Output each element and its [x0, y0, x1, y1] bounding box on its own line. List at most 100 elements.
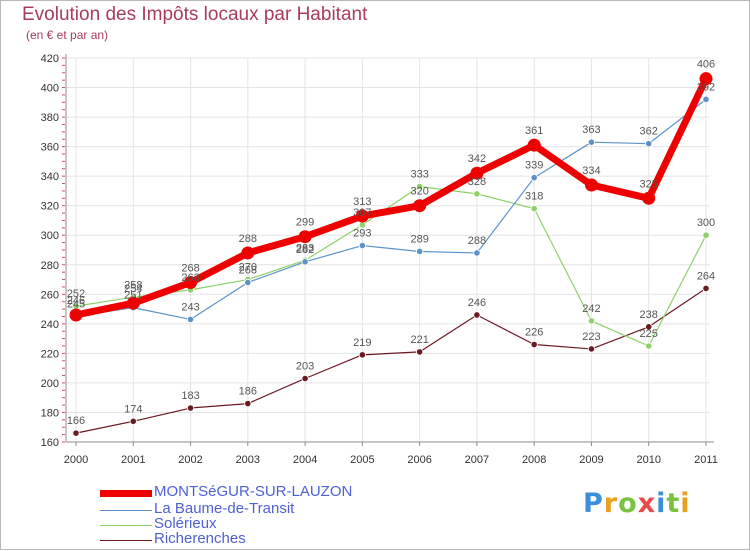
data-point-richerenches — [301, 374, 309, 383]
logo-letter: i — [680, 488, 691, 519]
x-tick-label: 2010 — [636, 454, 660, 466]
y-tick-label: 160 — [41, 437, 59, 449]
data-point-monts-gur-sur-lauzon — [184, 275, 198, 289]
data-label-la-baume-de-transit: 363 — [582, 124, 600, 136]
y-tick-label: 280 — [41, 260, 59, 272]
data-point-la-baume-de-transit — [416, 247, 424, 256]
data-point-richerenches — [72, 429, 80, 437]
data-point-monts-gur-sur-lauzon — [584, 178, 598, 192]
legend-swatch-la-baume — [100, 510, 152, 511]
data-label-monts-gur-sur-lauzon: 361 — [525, 125, 543, 137]
data-label-monts-gur-sur-lauzon: 406 — [697, 59, 715, 71]
data-label-sol-rieux: 252 — [67, 288, 85, 300]
data-point-sol-rieux — [645, 342, 653, 350]
data-label-monts-gur-sur-lauzon: 320 — [410, 186, 428, 198]
data-label-monts-gur-sur-lauzon: 334 — [582, 165, 600, 177]
data-label-la-baume-de-transit: 245 — [67, 298, 85, 310]
data-label-sol-rieux: 263 — [181, 272, 199, 284]
data-point-la-baume-de-transit — [645, 140, 653, 148]
legend-label-richerenches: Richerenches — [154, 530, 246, 547]
x-tick-label: 2006 — [407, 454, 431, 466]
y-tick-label: 300 — [41, 230, 59, 242]
data-label-la-baume-de-transit: 251 — [124, 290, 142, 302]
data-label-richerenches: 238 — [640, 309, 658, 321]
x-tick-label: 2005 — [350, 454, 374, 466]
legend-swatch-solerieux — [100, 525, 152, 526]
chart-subtitle: (en € et par an) — [26, 28, 109, 42]
data-point-sol-rieux — [702, 231, 710, 239]
data-point-monts-gur-sur-lauzon — [413, 199, 427, 213]
data-label-richerenches: 219 — [353, 337, 371, 349]
data-label-monts-gur-sur-lauzon: 299 — [296, 217, 314, 229]
proxiti-logo: Proxiti — [583, 488, 691, 519]
data-point-richerenches — [587, 345, 596, 353]
data-point-richerenches — [530, 340, 538, 349]
legend-label-solerieux: Solérieux — [154, 515, 217, 532]
data-point-richerenches — [702, 284, 710, 292]
data-label-la-baume-de-transit: 392 — [697, 81, 715, 93]
series-line-sol-rieux — [75, 185, 707, 347]
legend-swatch-richerenches — [100, 540, 152, 541]
y-tick-label: 380 — [41, 112, 59, 124]
data-point-sol-rieux — [416, 182, 424, 191]
data-point-monts-gur-sur-lauzon — [298, 230, 312, 244]
data-point-richerenches — [358, 351, 366, 359]
data-label-la-baume-de-transit: 293 — [353, 228, 371, 240]
logo-letter: r — [603, 488, 619, 519]
data-point-sol-rieux — [587, 317, 596, 325]
y-tick-label: 220 — [41, 348, 59, 360]
y-tick-label: 360 — [41, 142, 59, 154]
data-label-la-baume-de-transit: 288 — [468, 235, 486, 247]
series-line-la-baume-de-transit — [75, 98, 707, 321]
logo-letter: o — [618, 488, 638, 519]
data-label-sol-rieux: 300 — [697, 217, 715, 229]
data-label-monts-gur-sur-lauzon: 268 — [181, 262, 199, 274]
data-point-la-baume-de-transit — [473, 249, 481, 257]
data-point-richerenches — [244, 399, 252, 408]
data-point-monts-gur-sur-lauzon — [355, 209, 369, 223]
data-point-la-baume-de-transit — [186, 315, 195, 324]
data-label-richerenches: 264 — [697, 270, 715, 282]
y-tick-label: 240 — [41, 319, 59, 331]
data-label-richerenches: 203 — [296, 360, 314, 372]
logo-letter: x — [637, 488, 657, 519]
legend-swatch-montsegur — [100, 490, 152, 497]
data-point-richerenches — [473, 311, 481, 319]
logo-letter: i — [656, 488, 667, 519]
x-tick-label: 2011 — [694, 454, 718, 466]
data-label-richerenches: 226 — [525, 327, 543, 339]
data-point-monts-gur-sur-lauzon — [241, 246, 255, 260]
x-tick-label: 2009 — [579, 454, 603, 466]
data-point-sol-rieux — [530, 205, 538, 213]
data-point-richerenches — [645, 323, 653, 331]
data-label-la-baume-de-transit: 243 — [181, 301, 199, 313]
data-point-la-baume-de-transit — [587, 138, 596, 146]
chart-title: Evolution des Impôts locaux par Habitant — [22, 4, 368, 25]
series-line-monts-gur-sur-lauzon — [72, 75, 710, 319]
data-label-monts-gur-sur-lauzon: 313 — [353, 196, 371, 208]
x-tick-label: 2003 — [236, 454, 260, 466]
data-label-la-baume-de-transit: 339 — [525, 160, 543, 172]
data-point-monts-gur-sur-lauzon — [126, 296, 140, 310]
data-point-richerenches — [129, 417, 137, 425]
y-tick-label: 400 — [41, 83, 59, 95]
data-point-la-baume-de-transit — [530, 174, 538, 182]
data-point-monts-gur-sur-lauzon — [470, 166, 484, 180]
data-point-la-baume-de-transit — [301, 258, 309, 266]
legend-label-la-baume: La Baume-de-Transit — [154, 500, 295, 517]
data-label-la-baume-de-transit: 362 — [640, 126, 658, 138]
legend-label-montsegur: MONTSéGUR-SUR-LAUZON — [154, 483, 353, 500]
logo-letter: P — [583, 488, 604, 519]
data-label-richerenches: 174 — [124, 403, 142, 415]
data-label-richerenches: 223 — [582, 331, 600, 343]
data-label-la-baume-de-transit: 268 — [239, 264, 257, 276]
x-tick-label: 2001 — [121, 454, 145, 466]
y-tick-label: 200 — [41, 378, 59, 390]
data-point-la-baume-de-transit — [702, 95, 710, 103]
y-tick-label: 260 — [41, 289, 59, 301]
data-label-richerenches: 183 — [181, 390, 199, 402]
data-label-sol-rieux: 270 — [239, 262, 257, 274]
data-label-richerenches: 221 — [410, 334, 428, 346]
